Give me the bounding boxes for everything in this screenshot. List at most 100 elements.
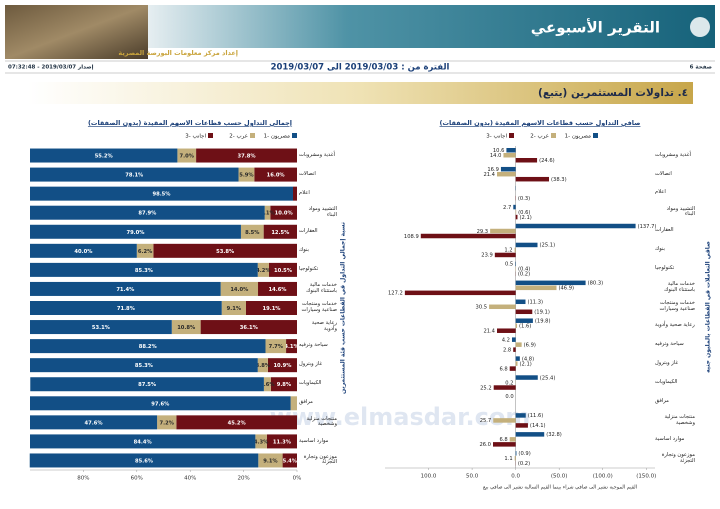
bar-segment xyxy=(30,358,258,373)
category-label: موارد اساسية xyxy=(655,435,685,442)
category-label: سياحة وترفيه xyxy=(299,342,328,349)
data-label: 7.0% xyxy=(180,154,195,160)
data-label: 30.5 xyxy=(476,305,488,311)
data-label: 5.9% xyxy=(239,173,254,179)
bar xyxy=(515,342,522,347)
data-label: 40.0% xyxy=(74,249,93,255)
legend-label: عرب -2 xyxy=(530,134,549,140)
data-label: (11.3) xyxy=(527,300,543,306)
bar-segment xyxy=(255,434,267,449)
bar-segment xyxy=(30,262,258,277)
category-label: بنوك xyxy=(655,246,665,253)
data-label: 6.8 xyxy=(499,366,507,372)
category-label: موارد اساسية xyxy=(299,437,329,444)
category-label: رعاية صحية وأدوية xyxy=(311,320,337,333)
bar xyxy=(515,318,533,323)
bar xyxy=(493,385,516,390)
data-label: 10.8% xyxy=(177,325,196,331)
x-tick-label: 60% xyxy=(131,476,143,482)
bar xyxy=(506,148,516,153)
legend-label: مصريون -1 xyxy=(264,134,290,140)
chart-title: إجمالي التداول حسب قطاعات الاسهم المقيدة… xyxy=(88,119,292,127)
data-label: 1.1 xyxy=(504,456,512,462)
data-label: 127.2 xyxy=(388,291,403,297)
data-label: 16.0% xyxy=(267,173,286,179)
data-label: (80.3) xyxy=(588,281,604,287)
bar-segment xyxy=(221,301,247,315)
data-label: (4.8) xyxy=(522,356,534,362)
bar xyxy=(515,356,520,361)
bar-segment xyxy=(200,320,297,335)
header-photo xyxy=(5,5,148,59)
data-label: 71.4% xyxy=(116,287,135,293)
legend-swatch xyxy=(551,133,556,138)
data-label: (137.7) xyxy=(638,224,657,230)
legend-label: اجانب -3 xyxy=(185,134,206,140)
data-label: 2.6% xyxy=(260,382,275,388)
data-label: (25.1) xyxy=(540,243,556,249)
data-label: (0.6) xyxy=(518,210,530,216)
data-label: 10.0% xyxy=(275,211,294,217)
x-tick-label: (100.0) xyxy=(593,474,613,480)
category-label: موزعون وتجارة التجزئة xyxy=(661,451,695,464)
category-label: أغذية ومشروبات xyxy=(299,151,335,158)
data-label: 7.7% xyxy=(269,344,284,350)
data-label: 14.0% xyxy=(230,287,249,293)
bar-segment xyxy=(268,262,297,277)
data-label: (14.1) xyxy=(530,423,546,429)
legend-label: اجانب -3 xyxy=(486,134,507,140)
data-label: (0.2) xyxy=(518,272,530,278)
bar-segment xyxy=(30,301,222,315)
bar xyxy=(489,304,516,310)
category-label: أغذية ومشروبات xyxy=(655,151,691,158)
bar xyxy=(420,233,516,239)
bar-segment xyxy=(171,320,201,335)
data-label: 37.8% xyxy=(238,154,257,160)
bar xyxy=(515,285,557,291)
bar xyxy=(494,252,516,258)
category-label: سياحة وترفيه xyxy=(655,341,684,348)
data-label: 9.1% xyxy=(227,306,242,312)
data-label: 21.4 xyxy=(483,328,495,334)
bar-segment xyxy=(30,148,178,163)
data-label: 71.8% xyxy=(117,306,136,312)
data-label: 0.2 xyxy=(505,380,513,386)
bar-segment xyxy=(265,339,287,354)
bar-segment xyxy=(136,243,154,258)
bar xyxy=(404,290,516,296)
data-label: (25.4) xyxy=(540,375,556,381)
category-label: اعلام xyxy=(655,189,666,196)
bar xyxy=(493,442,516,447)
bar xyxy=(511,337,516,342)
category-label: اتصالات xyxy=(299,170,316,177)
report-subtitle: إعداد مركز معلومات البورصة المصرية xyxy=(118,49,238,57)
bar xyxy=(515,209,517,215)
data-label: 4.2% xyxy=(256,268,271,274)
bar xyxy=(515,214,518,220)
data-label: (2.1) xyxy=(519,215,531,221)
watermark: www.elmasdar.com xyxy=(270,403,531,431)
bar xyxy=(497,328,516,333)
x-tick-label: 100.0 xyxy=(421,474,437,480)
category-label: خدمات ومنتجات صناعية وسيارات xyxy=(301,301,337,313)
data-label: 7.2% xyxy=(160,420,175,426)
data-label: 26.0 xyxy=(479,442,491,448)
data-label: 6.2% xyxy=(138,249,153,255)
category-label: منتجات منزلية وشخصية xyxy=(306,415,337,428)
bar xyxy=(514,456,516,461)
category-label: موزعون وتجارة التجزئة xyxy=(303,453,337,466)
data-label: 2.7 xyxy=(503,205,511,211)
data-label: 14.0 xyxy=(490,153,502,159)
x-tick-label: 0.0 xyxy=(511,474,520,480)
bar-segment xyxy=(30,224,241,239)
data-label: (0.2) xyxy=(518,461,530,467)
bar-segment xyxy=(263,224,297,239)
data-label: 25.7 xyxy=(480,418,492,424)
data-label: 98.5% xyxy=(152,192,171,198)
legend-swatch xyxy=(509,133,514,138)
data-label: 2.1% xyxy=(260,211,275,217)
bar xyxy=(515,413,526,418)
bar-segment xyxy=(270,377,297,392)
data-label: (0.9) xyxy=(518,451,530,457)
